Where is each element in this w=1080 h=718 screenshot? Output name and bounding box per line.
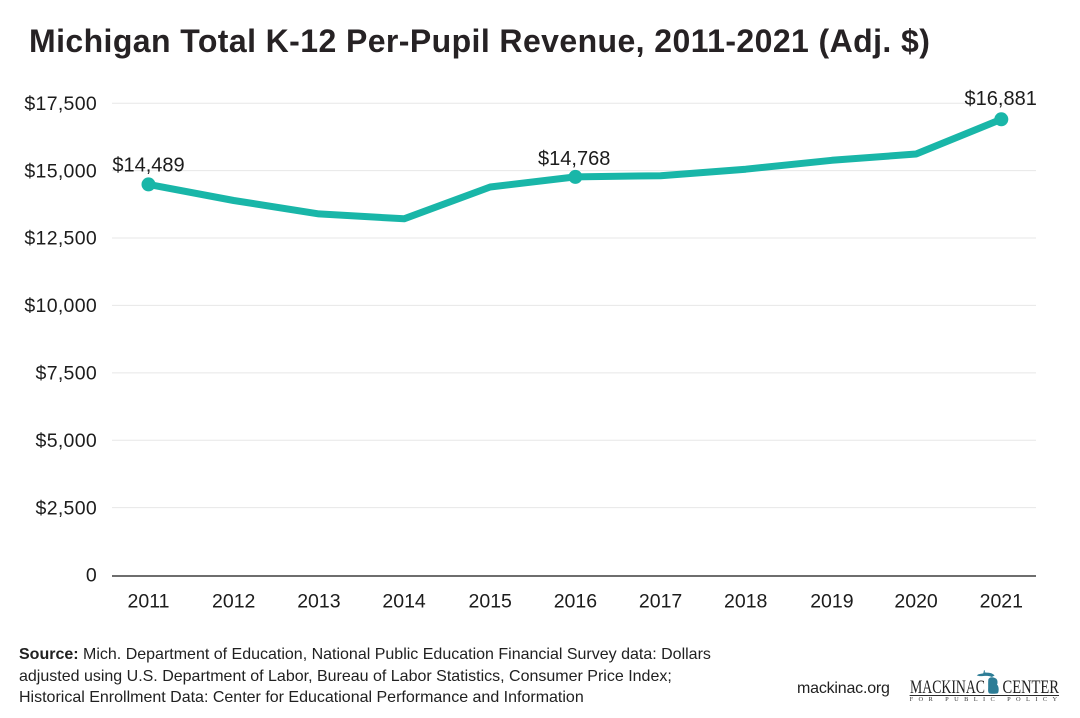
svg-text:2019: 2019 bbox=[810, 591, 853, 613]
svg-text:$10,000: $10,000 bbox=[24, 295, 97, 317]
svg-text:2017: 2017 bbox=[639, 591, 682, 613]
svg-text:2020: 2020 bbox=[894, 591, 938, 613]
svg-text:2021: 2021 bbox=[980, 591, 1023, 613]
svg-text:2012: 2012 bbox=[212, 591, 255, 613]
svg-text:$5,000: $5,000 bbox=[36, 430, 97, 452]
svg-text:MACKINAC: MACKINAC bbox=[910, 677, 985, 698]
svg-text:$14,489: $14,489 bbox=[112, 154, 184, 176]
svg-text:0: 0 bbox=[86, 565, 97, 587]
svg-text:2015: 2015 bbox=[469, 591, 513, 613]
svg-text:$2,500: $2,500 bbox=[36, 497, 97, 519]
svg-text:2011: 2011 bbox=[128, 591, 170, 613]
svg-text:2016: 2016 bbox=[554, 591, 597, 613]
svg-text:FOR PUBLIC POLICY: FOR PUBLIC POLICY bbox=[910, 696, 1058, 703]
svg-text:$14,768: $14,768 bbox=[538, 148, 610, 170]
svg-text:CENTER: CENTER bbox=[1003, 677, 1060, 698]
svg-text:$7,500: $7,500 bbox=[36, 363, 97, 385]
svg-text:$16,881: $16,881 bbox=[965, 88, 1037, 110]
svg-text:2014: 2014 bbox=[382, 591, 426, 613]
svg-text:$12,500: $12,500 bbox=[24, 228, 97, 250]
svg-text:2013: 2013 bbox=[297, 591, 340, 613]
svg-text:$17,500: $17,500 bbox=[24, 93, 97, 115]
svg-text:$15,000: $15,000 bbox=[24, 160, 97, 182]
svg-text:2018: 2018 bbox=[724, 591, 767, 613]
